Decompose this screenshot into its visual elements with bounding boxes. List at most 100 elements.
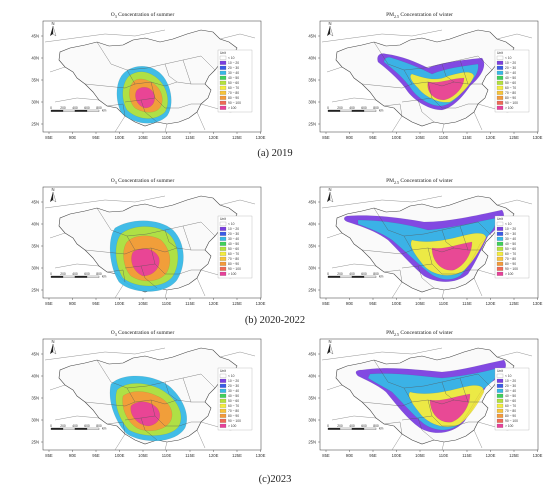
lon-tick-label: 105E bbox=[415, 453, 425, 458]
border-line bbox=[441, 441, 445, 450]
scale-value: 400 bbox=[72, 424, 78, 428]
legend-label: 50 ~ 60 bbox=[228, 399, 239, 403]
province-border bbox=[164, 63, 178, 83]
contour-line bbox=[410, 233, 487, 276]
north-label: N bbox=[51, 339, 54, 344]
legend-swatch bbox=[219, 398, 227, 403]
legend-label: 60 ~ 70 bbox=[228, 404, 239, 408]
panel-title: O3 Concentration of summer bbox=[15, 178, 270, 185]
legend-title: Unit bbox=[220, 369, 226, 373]
province-border bbox=[84, 83, 136, 89]
province-border bbox=[140, 99, 158, 123]
legend-label: 10 ~ 20 bbox=[505, 227, 516, 231]
legend-swatch bbox=[496, 261, 504, 266]
border-line bbox=[321, 29, 443, 43]
north-arrow-icon bbox=[50, 191, 57, 203]
lon-tick-label: 90E bbox=[69, 135, 77, 140]
province-border bbox=[383, 269, 403, 283]
lon-tick-label: 95E bbox=[92, 135, 100, 140]
legend-swatch bbox=[496, 226, 504, 231]
scale-value: 200 bbox=[337, 424, 343, 428]
border-line bbox=[114, 433, 126, 450]
scale-value: 400 bbox=[349, 106, 355, 110]
border-line bbox=[441, 289, 445, 298]
title-text: O bbox=[110, 330, 115, 336]
province-border bbox=[106, 269, 126, 283]
title-subscript: 3 bbox=[114, 332, 117, 338]
lat-tick-label: 25N bbox=[31, 121, 39, 126]
lat-tick-label: 40N bbox=[308, 55, 316, 60]
lon-tick-label: 125E bbox=[232, 135, 242, 140]
map-svg: 85E 90E 95E 100E 105E 110E 115E 120E 125E 130E 45N… bbox=[308, 338, 543, 458]
title-text: Concentration of winter bbox=[399, 12, 453, 18]
legend-swatch bbox=[219, 75, 227, 80]
lon-tick-label: 125E bbox=[232, 453, 242, 458]
lon-tick-label: 125E bbox=[509, 135, 519, 140]
legend-swatch bbox=[496, 241, 504, 246]
legend-swatch bbox=[219, 393, 227, 398]
legend-swatch bbox=[219, 90, 227, 95]
concentration-contour bbox=[130, 401, 160, 426]
lon-tick-label: 100E bbox=[392, 135, 402, 140]
panel-title: PM2.5 Concentration of winter bbox=[292, 178, 547, 185]
legend-label: 30 ~ 40 bbox=[228, 71, 239, 75]
border-line bbox=[326, 384, 343, 391]
legend-label: 80 ~ 90 bbox=[505, 262, 516, 266]
border-line bbox=[496, 351, 533, 358]
scale-value: 600 bbox=[361, 272, 367, 276]
scale-unit: km bbox=[379, 109, 384, 113]
legend-swatch bbox=[496, 100, 504, 105]
panel-title: O3 Concentration of summer bbox=[15, 330, 270, 337]
lat-tick-label: 40N bbox=[308, 373, 316, 378]
scale-unit: km bbox=[379, 427, 384, 431]
legend-label: > 100 bbox=[228, 272, 237, 276]
legend-swatch bbox=[496, 60, 504, 65]
lon-tick-label: 105E bbox=[415, 301, 425, 306]
scale-value: 400 bbox=[72, 272, 78, 276]
concentration-contour bbox=[135, 87, 155, 108]
panel-title: O3 Concentration of summer bbox=[15, 12, 270, 19]
legend-swatch bbox=[496, 95, 504, 100]
legend-label: 90 ~ 100 bbox=[505, 419, 518, 423]
north-arrow-icon bbox=[327, 191, 334, 203]
lon-tick-label: 95E bbox=[92, 453, 100, 458]
title-text: Concentration of summer bbox=[116, 330, 175, 336]
lat-tick-label: 25N bbox=[308, 439, 316, 444]
lon-tick-label: 125E bbox=[509, 301, 519, 306]
legend-label: 30 ~ 40 bbox=[228, 389, 239, 393]
scale-value: 0 bbox=[327, 272, 329, 276]
lon-tick-label: 110E bbox=[439, 453, 449, 458]
lat-tick-label: 35N bbox=[308, 243, 316, 248]
scale-value: 800 bbox=[96, 424, 102, 428]
legend-label: 80 ~ 90 bbox=[505, 96, 516, 100]
border-line bbox=[196, 111, 206, 131]
legend-swatch bbox=[496, 251, 504, 256]
border-line bbox=[331, 415, 377, 421]
border-line bbox=[44, 347, 166, 361]
province-border bbox=[96, 41, 136, 85]
legend-label: 20 ~ 30 bbox=[505, 384, 516, 388]
legend-swatch bbox=[496, 75, 504, 80]
lon-tick-label: 120E bbox=[486, 301, 496, 306]
province-border bbox=[373, 359, 413, 403]
province-border bbox=[417, 265, 435, 289]
legend-swatch bbox=[219, 65, 227, 70]
legend-swatch bbox=[496, 105, 504, 110]
province-border bbox=[182, 59, 192, 85]
province-border bbox=[403, 221, 493, 237]
legend-label: < 10 bbox=[228, 374, 235, 378]
province-border bbox=[140, 417, 158, 441]
legend-label: 80 ~ 90 bbox=[228, 96, 239, 100]
title-text: Concentration of summer bbox=[116, 12, 175, 18]
legend-swatch bbox=[219, 246, 227, 251]
legend-label: 20 ~ 30 bbox=[505, 232, 516, 236]
scale-value: 800 bbox=[96, 106, 102, 110]
legend-swatch bbox=[496, 221, 504, 226]
legend-swatch bbox=[496, 398, 504, 403]
province-border bbox=[361, 83, 413, 89]
scale-value: 600 bbox=[361, 106, 367, 110]
lat-tick-label: 25N bbox=[31, 287, 39, 292]
lat-tick-label: 45N bbox=[31, 351, 39, 356]
